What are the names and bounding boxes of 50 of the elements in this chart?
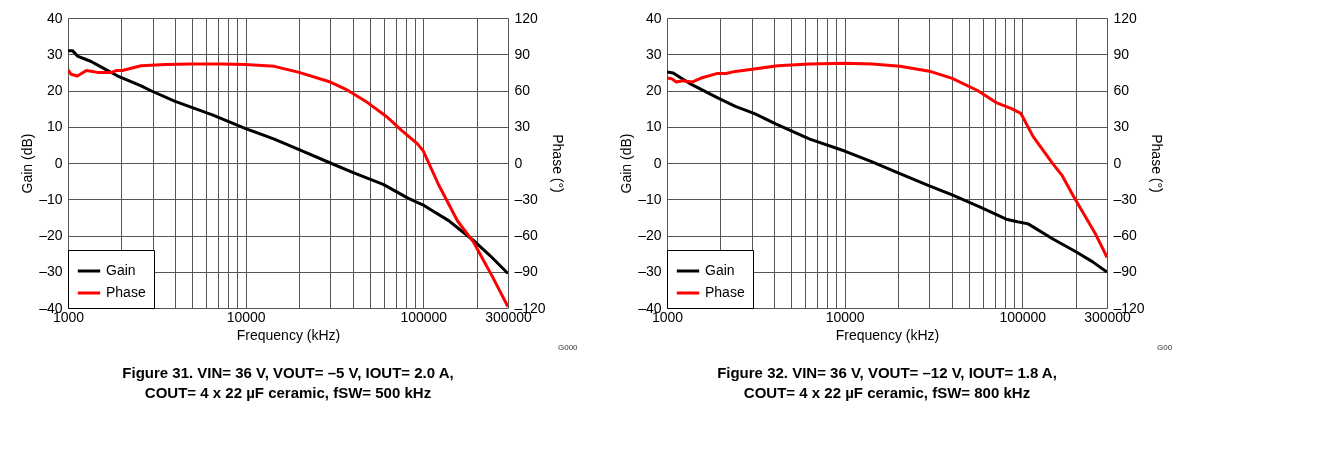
- x-axis-title: Frequency (kHz): [835, 326, 940, 343]
- y-tick-label: –30: [638, 263, 662, 280]
- y-tick-label: –20: [39, 227, 63, 243]
- y2-tick-label: –60: [1113, 227, 1138, 243]
- y-axis-title: Gain (dB): [19, 133, 36, 194]
- y2-tick-label: –90: [1113, 263, 1138, 280]
- y-tick-label: 20: [46, 82, 63, 98]
- y-tick-label: 40: [645, 9, 662, 26]
- y-tick-label: –10: [39, 190, 63, 207]
- y2-tick-label: –60: [514, 227, 539, 243]
- y-tick-label: 40: [46, 9, 63, 26]
- text: Figure 31. VIN= 36 V, VOUT= –5 V, IOUT= 2.0 A, COUT= 4 x 22 µF ceramic, fSW= 500 kHz: [122, 364, 454, 401]
- y-tick-label: 10: [645, 118, 662, 135]
- x-tick-label: 10000: [825, 308, 865, 325]
- y-tick-label: 30: [46, 45, 63, 62]
- y2-tick-label: –30: [1113, 190, 1138, 207]
- y-axis-title: Gain (dB): [618, 133, 635, 194]
- y-tick-label: 0: [653, 154, 662, 171]
- y2-tick-label: 120: [514, 9, 539, 26]
- legend-label: Phase: [705, 284, 745, 300]
- y2-tick-label: 60: [1113, 82, 1130, 98]
- y2-tick-label: 30: [1113, 118, 1130, 135]
- legend-label: Phase: [106, 284, 146, 300]
- x-tick-label: 100000: [400, 308, 448, 325]
- y2-tick-label: –30: [514, 190, 539, 207]
- y2-tick-label: 0: [514, 154, 523, 171]
- y-tick-label: 30: [645, 45, 662, 62]
- y-tick-label: –20: [638, 227, 662, 243]
- y-tick-label: 10: [46, 118, 63, 135]
- y2-tick-label: 30: [514, 118, 531, 135]
- y2-axis-title: Phase (°): [1148, 134, 1165, 193]
- legend-label: Gain: [106, 262, 136, 278]
- y2-tick-label: 60: [514, 82, 531, 98]
- text: G000: [558, 343, 579, 352]
- legend-label: Gain: [705, 262, 735, 278]
- y2-tick-label: 90: [514, 45, 531, 62]
- x-axis-title: Frequency (kHz): [236, 326, 341, 343]
- y-tick-label: 0: [54, 154, 63, 171]
- x-tick-label: 100000: [999, 308, 1047, 325]
- y2-tick-label: 120: [1113, 9, 1138, 26]
- y2-axis-title: Phase (°): [549, 134, 566, 193]
- y-tick-label: –30: [39, 263, 63, 280]
- y-tick-label: 20: [645, 82, 662, 98]
- y2-tick-label: 0: [1113, 154, 1122, 171]
- text: G00: [1157, 343, 1173, 352]
- y2-tick-label: 90: [1113, 45, 1130, 62]
- text: Figure 32. VIN= 36 V, VOUT= –12 V, IOUT= 1.8 A, COUT= 4 x 22 µF ceramic, fSW= 800 kHz: [717, 364, 1057, 401]
- y-tick-label: –10: [638, 190, 662, 207]
- y2-tick-label: –90: [514, 263, 539, 280]
- x-tick-label: 10000: [226, 308, 266, 325]
